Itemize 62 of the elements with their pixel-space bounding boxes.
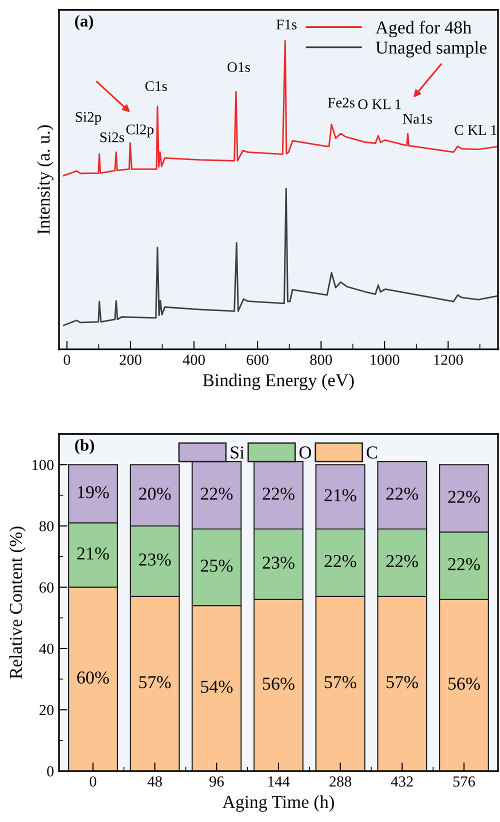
- data-label: 23%: [139, 554, 171, 566]
- data-label: 19%: [78, 486, 109, 498]
- text: (a): [75, 14, 94, 30]
- data-label: 57%: [324, 676, 356, 688]
- x-tick-label: 0: [64, 354, 70, 365]
- data-label: 23%: [262, 556, 294, 569]
- annotation: Cl2p: [126, 124, 154, 138]
- y-tick-label: 80: [39, 521, 54, 532]
- legend-label: C: [366, 446, 378, 459]
- data-label: 60%: [77, 671, 109, 684]
- y-tick-label: 40: [39, 644, 54, 654]
- x-tick-label: 576: [453, 776, 475, 787]
- data-label: 22%: [262, 488, 294, 500]
- annotation: C KL 1: [454, 125, 496, 135]
- y-tick-label: 60: [40, 582, 54, 593]
- data-label: 25%: [200, 560, 233, 572]
- y-tick-label: 100: [32, 460, 54, 470]
- y-axis-title: Relative Content (%): [9, 526, 26, 679]
- legend-label: Si: [230, 446, 244, 459]
- x-tick-label: 0: [90, 776, 96, 787]
- data-label: 22%: [448, 558, 480, 570]
- data-label: 54%: [201, 680, 233, 693]
- data-label: 22%: [324, 555, 356, 568]
- data-label: 22%: [386, 488, 418, 500]
- x-tick-label: 1000: [370, 354, 400, 365]
- data-label: 22%: [386, 555, 418, 568]
- data-label: 22%: [200, 488, 233, 500]
- data-label: 56%: [448, 678, 480, 690]
- x-axis-title: Binding Energy (eV): [202, 374, 354, 390]
- data-label: 21%: [324, 489, 356, 502]
- annotation: Si2p: [76, 112, 102, 125]
- x-tick-label: 48: [148, 776, 162, 787]
- annotation: O1s: [228, 62, 250, 72]
- annotation: (b): [75, 439, 94, 454]
- annotation: C1s: [145, 81, 167, 91]
- data-label: 57%: [386, 676, 418, 688]
- annotation: Si2s: [100, 132, 124, 142]
- x-tick-label: 200: [120, 354, 142, 365]
- data-label: 22%: [448, 490, 480, 503]
- legend-label: O: [300, 446, 312, 459]
- annotation: Na1s: [402, 114, 432, 124]
- data-label: 56%: [263, 678, 294, 690]
- y-tick-label: 0: [47, 766, 54, 776]
- x-tick-label: 400: [182, 354, 205, 365]
- legend-label: Unaged sample: [376, 41, 487, 58]
- annotation: Fe2s: [328, 98, 355, 108]
- x-tick-label: 800: [310, 354, 332, 365]
- data-label: 21%: [77, 547, 109, 560]
- x-tick-label: 600: [246, 354, 268, 365]
- annotation: O KL 1: [358, 99, 401, 110]
- x-tick-label: 1200: [434, 354, 463, 365]
- y-tick-label: 20: [40, 704, 54, 716]
- x-tick-label: 96: [210, 776, 224, 787]
- y-axis-title: Intensity (a. u.): [37, 125, 54, 234]
- legend-label: Aged for 48h: [376, 20, 472, 38]
- data-label: 57%: [139, 676, 171, 688]
- annotation: F1s: [276, 20, 297, 30]
- x-tick-label: 432: [391, 776, 413, 787]
- data-label: 20%: [139, 488, 171, 500]
- x-tick-label: 144: [268, 776, 290, 786]
- x-tick-label: 288: [330, 776, 352, 787]
- x-axis-title: Aging Time (h): [222, 795, 334, 812]
